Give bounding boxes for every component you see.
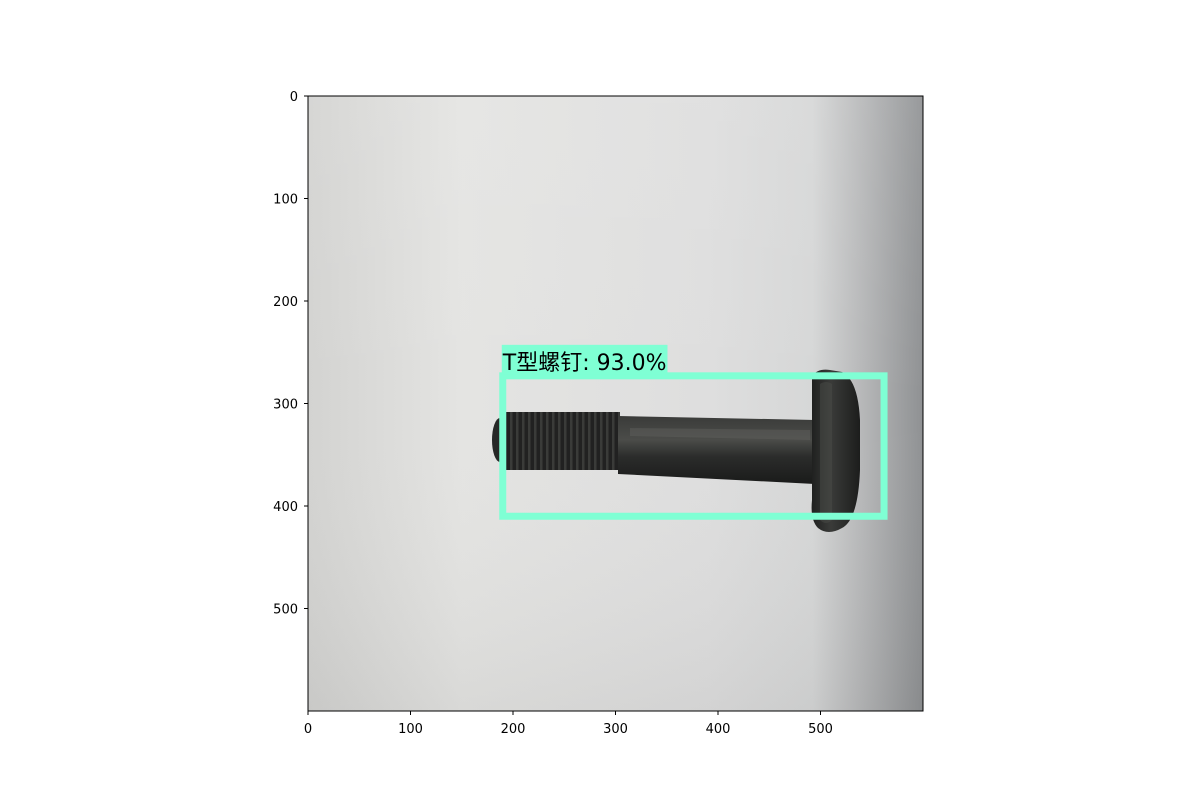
detection-box [499,372,888,520]
y-tick-label: 0 [290,90,298,105]
y-tick-label: 500 [273,603,298,618]
x-tick-label: 200 [501,722,526,737]
x-tick-label: 0 [304,722,312,737]
x-tick-label: 100 [398,722,423,737]
y-tick-label: 300 [273,398,298,413]
t-bolt [492,369,860,532]
y-tick-label: 100 [273,193,298,208]
x-tick-label: 500 [808,722,833,737]
detection-label: T型螺钉: 93.0% [502,351,667,376]
x-tick-label: 400 [706,722,731,737]
x-tick-label: 300 [603,722,628,737]
bolt-head [811,369,860,532]
bolt-thread-shade [503,412,620,470]
bolt-head-edge [820,382,832,523]
photo [308,96,923,711]
x-axis: 0 100 200 300 400 500 [304,711,833,737]
y-tick-label: 400 [273,500,298,515]
bolt-shaft [618,416,815,484]
y-axis: 0 100 200 300 400 500 [273,90,308,618]
y-tick-label: 200 [273,295,298,310]
detection-label-background [501,344,668,375]
bolt-thread [503,412,620,470]
detection: T型螺钉: 93.0% [499,344,888,520]
bolt-shaft-highlight [630,428,810,440]
